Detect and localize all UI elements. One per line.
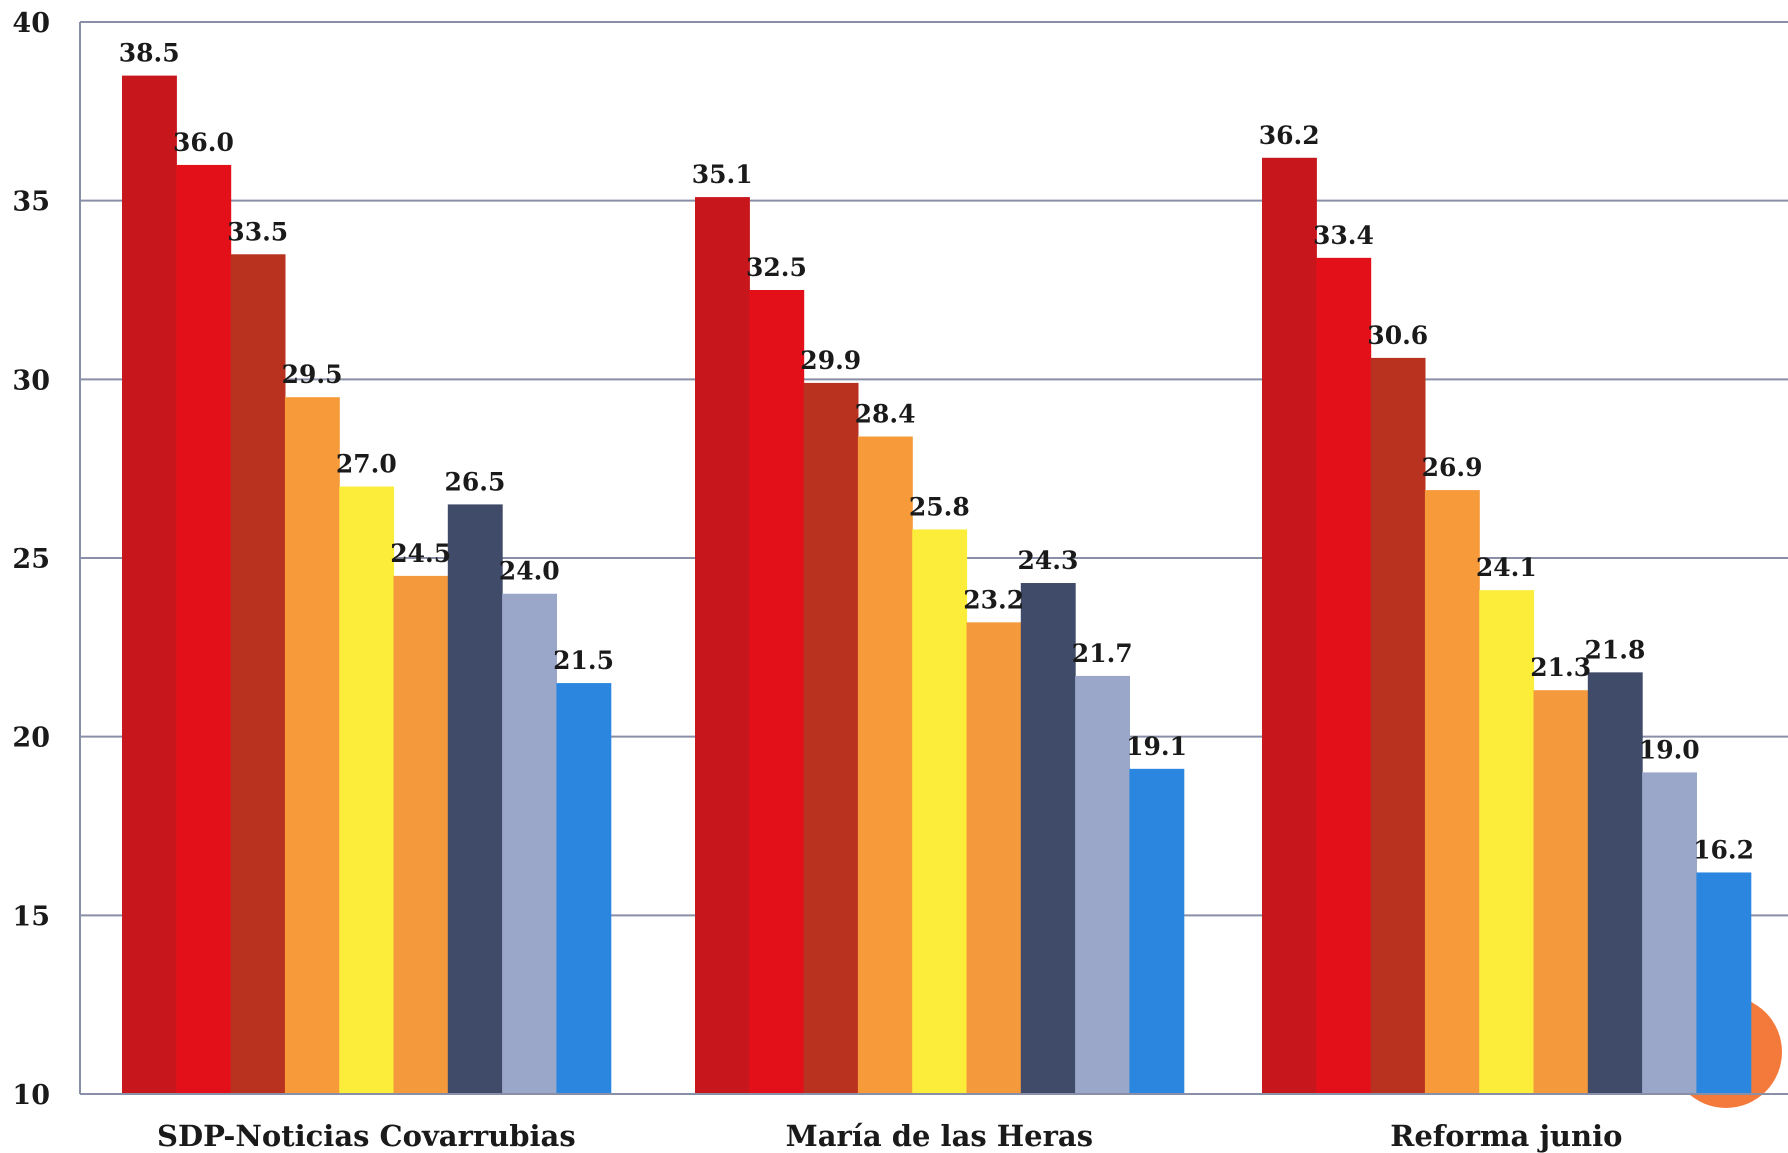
bar [230, 254, 286, 1094]
data-label: 25.8 [909, 492, 970, 521]
data-label: 35.1 [692, 160, 753, 189]
bar [966, 622, 1022, 1094]
x-category-label: Reforma junio [1390, 1119, 1622, 1153]
data-label: 21.5 [553, 646, 614, 675]
data-label: 29.5 [282, 360, 343, 389]
bar [1370, 357, 1426, 1095]
data-label: 19.0 [1639, 735, 1700, 764]
data-label: 16.2 [1693, 835, 1754, 864]
data-label: 21.8 [1585, 635, 1646, 664]
y-tick-label: 20 [12, 723, 50, 754]
bar [447, 504, 503, 1094]
data-label: 28.4 [855, 400, 916, 429]
data-label: 30.6 [1367, 321, 1428, 350]
bar [857, 436, 913, 1094]
data-label: 33.5 [227, 217, 288, 246]
y-tick-label: 10 [12, 1080, 50, 1111]
x-category-label: María de las Heras [786, 1119, 1093, 1153]
axes: 10 15 20 25 30 35 40 SDP-Noticias Covarrubias Ma… [12, 8, 1788, 1153]
y-tick-label: 25 [12, 544, 50, 575]
data-label: 21.3 [1530, 653, 1591, 682]
data-label: 24.0 [499, 557, 560, 586]
bar [176, 164, 232, 1094]
data-label: 19.1 [1126, 732, 1187, 761]
y-tick-label: 15 [12, 901, 50, 932]
bar [1075, 675, 1130, 1094]
bar [1262, 157, 1317, 1094]
bar [749, 290, 805, 1094]
data-label: 38.5 [119, 39, 180, 68]
y-tick-label: 30 [12, 365, 50, 396]
bar [1479, 590, 1535, 1094]
data-label: 26.9 [1422, 453, 1483, 482]
data-label: 32.5 [746, 253, 807, 282]
data-label: 24.3 [1018, 546, 1079, 575]
bars [122, 75, 1752, 1095]
bar [556, 683, 612, 1094]
data-label: 36.0 [173, 128, 234, 157]
data-label: 26.5 [445, 467, 506, 496]
bar [1316, 257, 1372, 1095]
data-label: 23.2 [963, 585, 1024, 614]
data-label: 33.4 [1313, 221, 1374, 250]
bar [122, 75, 177, 1095]
bar [1129, 768, 1185, 1094]
data-label: 36.2 [1259, 121, 1320, 150]
bar [502, 593, 557, 1094]
y-tick-label: 40 [12, 8, 50, 39]
bar [695, 197, 750, 1095]
bar [1533, 690, 1589, 1094]
bar [1424, 490, 1480, 1094]
bar [803, 382, 859, 1094]
bar [912, 529, 968, 1094]
data-label: 21.7 [1072, 639, 1133, 668]
data-label: 24.5 [390, 539, 451, 568]
bar [284, 397, 340, 1094]
bar [1587, 672, 1643, 1094]
y-tick-label: 35 [12, 187, 50, 218]
data-labels: 38.5 36.0 33.5 29.5 27.0 24.5 26.5 24.0 21.5 35.1… [119, 39, 1754, 865]
data-label: 29.9 [800, 346, 861, 375]
bar [339, 486, 395, 1094]
bar [1642, 772, 1697, 1094]
data-label: 24.1 [1476, 553, 1537, 582]
data-label: 27.0 [336, 450, 397, 479]
bar [393, 575, 449, 1094]
bar [1696, 872, 1752, 1094]
x-category-label: SDP-Noticias Covarrubias [157, 1119, 576, 1153]
bar [1020, 583, 1076, 1094]
